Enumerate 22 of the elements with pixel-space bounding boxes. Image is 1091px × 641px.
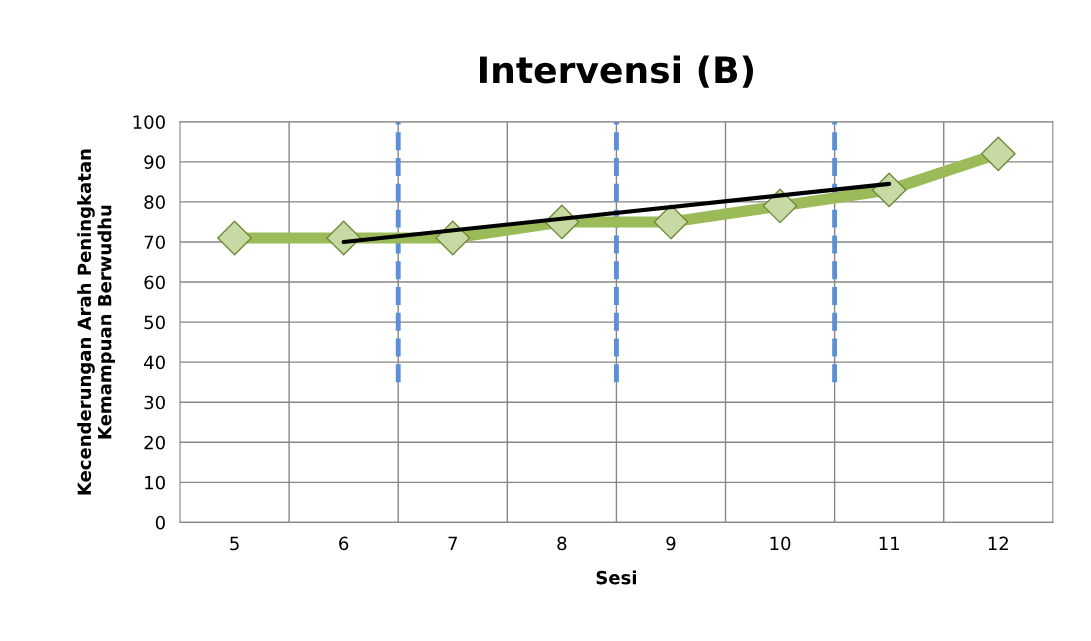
- y-axis-title: Kecenderungan Arah Peningkatan Kemampuan Berwudhu: [77, 149, 115, 495]
- x-tick-label: 8: [557, 536, 567, 551]
- y-tick-label: 20: [144, 435, 165, 450]
- y-tick-label: 80: [144, 195, 165, 210]
- x-tick-label: 5: [230, 536, 239, 551]
- y-tick-label: 70: [144, 235, 165, 250]
- x-tick-label: 11: [879, 536, 899, 551]
- y-tick-label: 30: [144, 395, 165, 410]
- x-axis-title: Sesi: [596, 570, 636, 585]
- x-tick-label: 7: [448, 536, 457, 551]
- y-tick-label: 50: [144, 315, 165, 330]
- y-tick-label: 60: [144, 275, 165, 290]
- y-tick-label: 100: [133, 115, 165, 129]
- x-tick-label: 12: [988, 536, 1008, 551]
- x-tick-label: 6: [339, 536, 349, 551]
- y-tick-label: 10: [145, 475, 165, 490]
- y-tick-label: 0: [155, 515, 165, 530]
- x-tick-label: 9: [666, 536, 676, 551]
- x-tick-label: 10: [770, 536, 791, 551]
- y-tick-label: 40: [144, 355, 165, 370]
- y-tick-label: 90: [144, 155, 165, 169]
- chart-title: Intervensi (B): [480, 55, 754, 88]
